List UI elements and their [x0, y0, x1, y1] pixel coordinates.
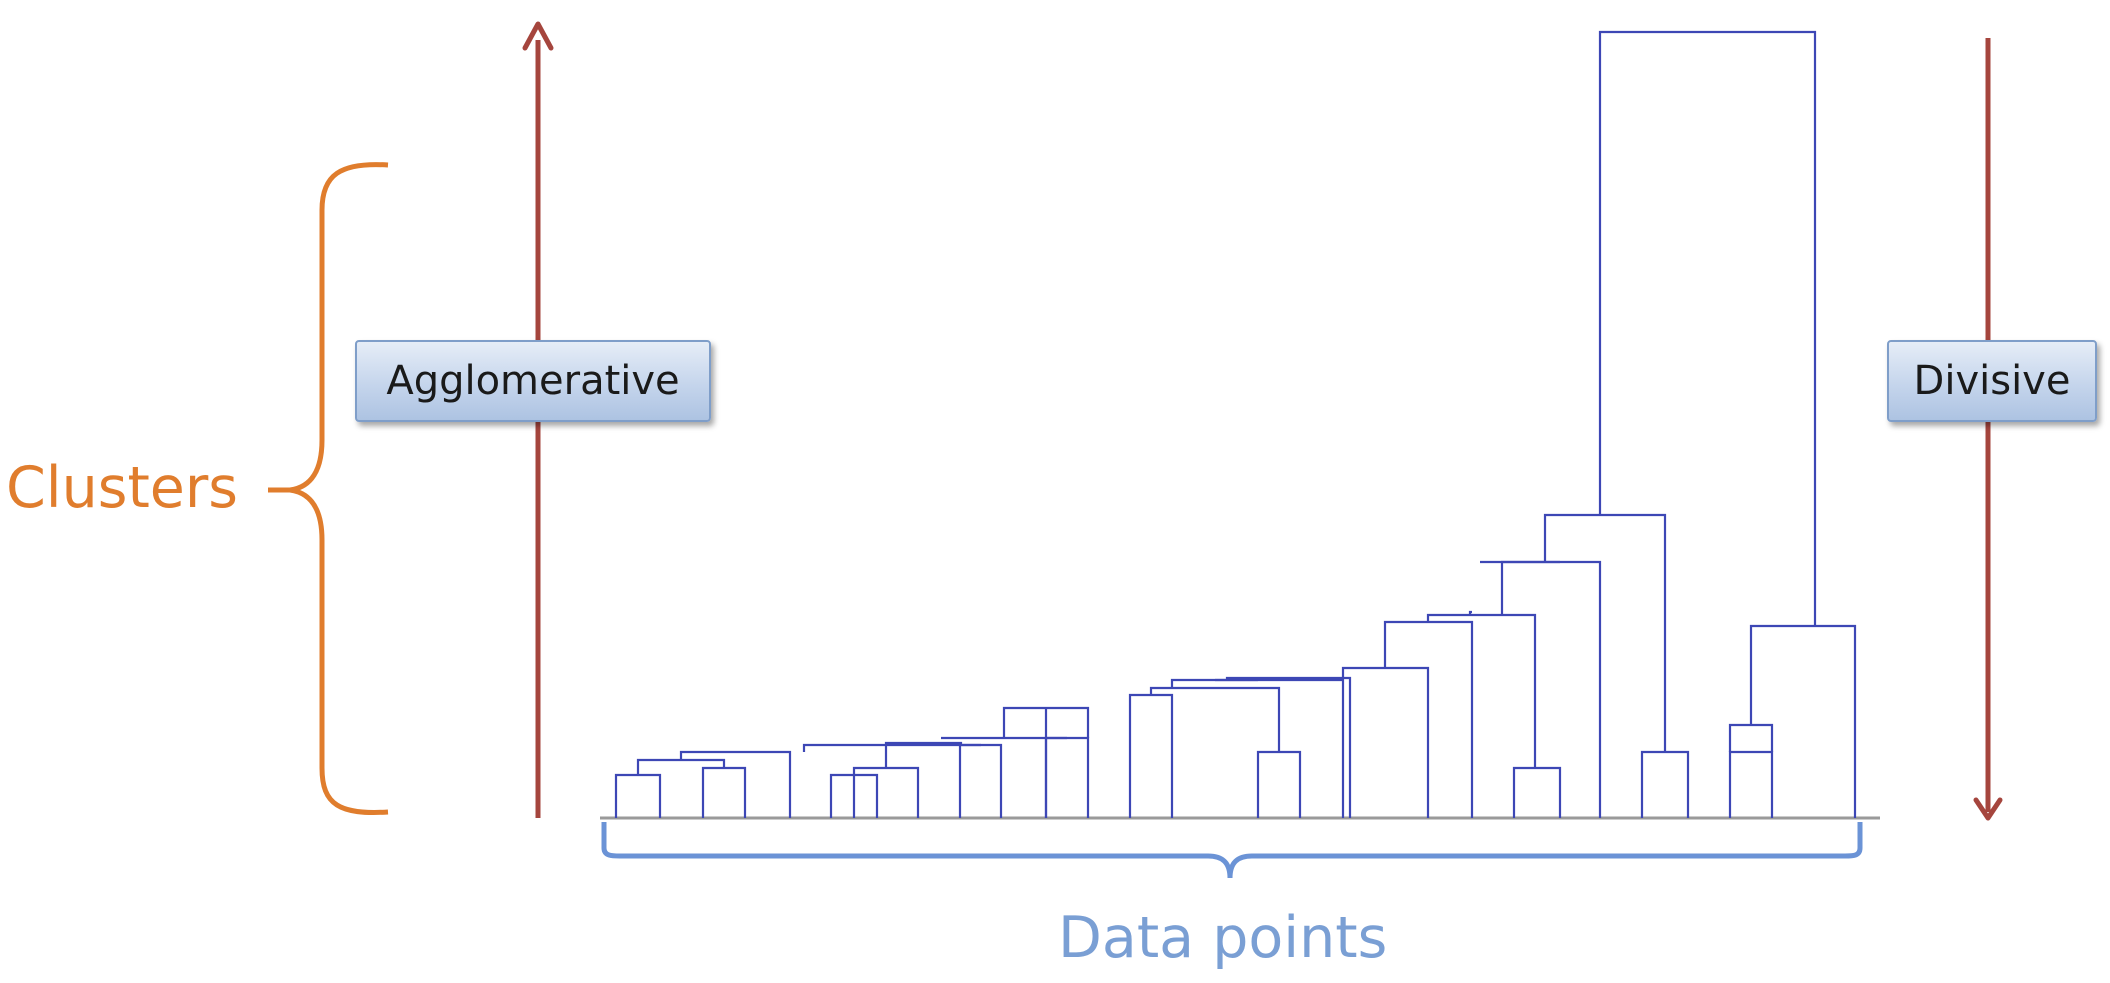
dendrogram-link: [1149, 686, 1281, 752]
data-points-label: Data points: [1058, 905, 1388, 971]
dendrogram-link: [614, 773, 662, 818]
dendrogram: [614, 30, 1857, 818]
clusters-label: Clusters: [6, 455, 239, 521]
clusters-brace: [289, 162, 389, 815]
dendrogram-link: [1728, 750, 1774, 818]
dendrogram-root-link: [1598, 30, 1817, 626]
agglomerative-label-box: Agglomerative: [355, 340, 711, 422]
divisive-arrow-head-icon: [1973, 797, 2003, 821]
dendrogram-link: [1044, 736, 1090, 818]
data-points-bracket: [601, 822, 1863, 879]
divisive-label: Divisive: [1913, 358, 2071, 404]
dendrogram-link: [1225, 676, 1352, 818]
dendrogram-link: [701, 766, 747, 818]
dendrogram-link: [1512, 766, 1562, 818]
dendrogram-link: [1341, 666, 1430, 818]
dendrogram-link: [1170, 678, 1258, 688]
dendrogram-link: [1500, 560, 1602, 818]
dendrogram-link: [1749, 624, 1857, 818]
agglomerative-label: Agglomerative: [386, 358, 680, 404]
dendrogram-link: [1426, 613, 1537, 768]
dendrogram-link: [884, 741, 963, 768]
dendrogram-link: [1256, 750, 1302, 818]
dendrogram-link: [1215, 678, 1345, 818]
dendrogram-link: [958, 743, 1003, 818]
dendrogram-link: [802, 743, 981, 752]
dendrogram-link: [1640, 750, 1690, 818]
divisive-label-box: Divisive: [1887, 340, 2097, 422]
dendrogram-link: [1543, 513, 1667, 752]
dendrogram-link: [679, 750, 792, 818]
dendrogram-link: [1128, 693, 1174, 818]
agglomerative-arrow-head-icon: [522, 21, 554, 51]
dendrogram-link: [1728, 723, 1774, 752]
dendrogram-link: [1468, 610, 1472, 615]
